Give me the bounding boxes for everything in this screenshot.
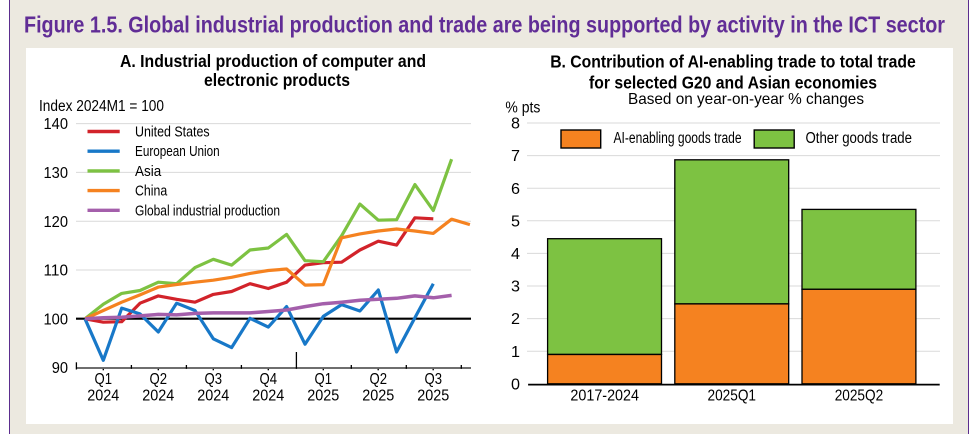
svg-text:Q1: Q1	[315, 371, 333, 388]
svg-text:% pts: % pts	[505, 99, 540, 116]
svg-text:3: 3	[511, 278, 520, 295]
svg-text:5: 5	[511, 213, 520, 230]
svg-text:electronic products: electronic products	[204, 70, 350, 90]
svg-text:Q2: Q2	[150, 371, 168, 388]
svg-text:AI-enabling goods trade: AI-enabling goods trade	[614, 130, 742, 147]
svg-text:Other goods trade: Other goods trade	[806, 130, 913, 147]
svg-text:Q4: Q4	[260, 371, 278, 388]
svg-text:Asia: Asia	[135, 163, 162, 179]
svg-text:2025Q1: 2025Q1	[708, 387, 757, 404]
svg-text:Q3: Q3	[205, 371, 223, 388]
svg-text:Q2: Q2	[370, 371, 388, 388]
svg-text:120: 120	[44, 213, 69, 230]
svg-text:6: 6	[511, 180, 520, 197]
svg-text:2025: 2025	[417, 387, 449, 404]
svg-text:B. Contribution of AI-enabling: B. Contribution of AI-enabling trade to …	[550, 51, 916, 71]
svg-text:4: 4	[511, 246, 520, 263]
svg-text:2025: 2025	[362, 387, 394, 404]
svg-text:2025: 2025	[307, 387, 339, 404]
svg-text:2024: 2024	[142, 387, 174, 404]
svg-text:2: 2	[511, 311, 520, 328]
svg-text:130: 130	[44, 165, 69, 182]
svg-text:for selected G20 and Asian eco: for selected G20 and Asian economies	[589, 72, 877, 92]
svg-text:United States: United States	[135, 124, 210, 140]
svg-text:Figure 1.5. Global industrial: Figure 1.5. Global industrial production…	[24, 12, 945, 38]
svg-text:110: 110	[44, 262, 69, 279]
svg-text:0: 0	[511, 376, 520, 393]
svg-text:140: 140	[44, 116, 69, 133]
svg-text:Global industrial production: Global industrial production	[135, 203, 280, 219]
svg-text:Q1: Q1	[95, 371, 113, 388]
svg-text:2024: 2024	[87, 387, 119, 404]
svg-text:1: 1	[511, 343, 520, 360]
svg-text:8: 8	[511, 115, 520, 132]
svg-text:A. Industrial production of co: A. Industrial production of computer and	[120, 51, 426, 71]
svg-text:7: 7	[511, 148, 520, 165]
svg-text:100: 100	[44, 311, 69, 328]
svg-text:China: China	[135, 183, 168, 199]
svg-text:2025Q2: 2025Q2	[835, 387, 884, 404]
svg-text:2024: 2024	[252, 387, 284, 404]
svg-text:European Union: European Union	[135, 144, 220, 160]
svg-text:2024: 2024	[197, 387, 229, 404]
svg-text:Index 2024M1 = 100: Index 2024M1 = 100	[39, 97, 164, 114]
svg-text:Q3: Q3	[425, 371, 443, 388]
svg-text:90: 90	[52, 360, 68, 377]
svg-text:Based on year-on-year % change: Based on year-on-year % changes	[628, 91, 864, 108]
svg-text:2017-2024: 2017-2024	[570, 387, 639, 404]
